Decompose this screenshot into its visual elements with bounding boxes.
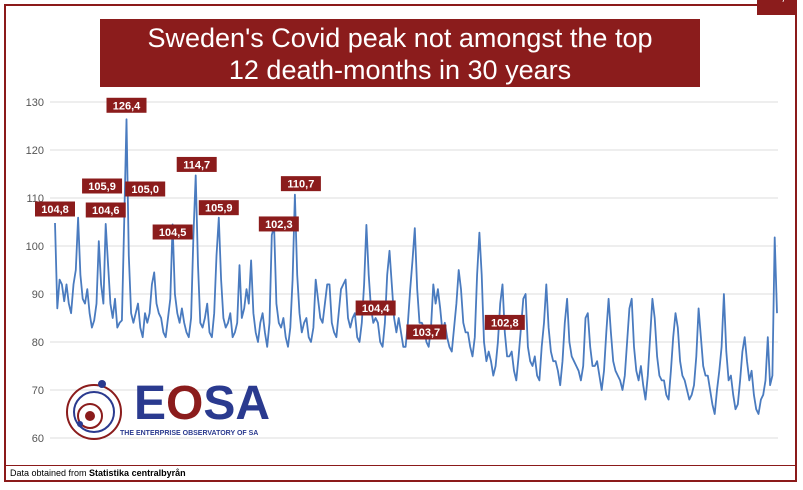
series xyxy=(54,118,778,415)
data-label: 104,8 xyxy=(35,201,75,217)
title-line-1: Sweden's Covid peak not amongst the top xyxy=(147,23,653,53)
data-label-text: 104,4 xyxy=(362,303,390,315)
data-label-box xyxy=(106,97,147,113)
data-label-box xyxy=(484,314,525,330)
data-label-text: 102,3 xyxy=(265,219,293,231)
y-tick-label: 80 xyxy=(32,337,44,349)
data-label: 104,6 xyxy=(85,202,126,218)
data-label-text: 104,5 xyxy=(159,227,187,239)
data-label-box xyxy=(258,216,299,232)
data-label-box xyxy=(176,156,217,172)
source-prefix: Data obtained from xyxy=(10,468,90,478)
eosa-tagline: THE ENTERPRISE OBSERVATORY OF SA xyxy=(120,430,259,437)
data-label: 104,4 xyxy=(355,300,396,316)
data-label-box xyxy=(198,200,239,216)
title-line-2: 12 death-months in 30 years xyxy=(228,55,572,85)
chart-frame xyxy=(4,4,797,482)
data-label-text: 102,8 xyxy=(491,317,519,329)
y-tick-label: 120 xyxy=(26,145,44,157)
data-label-box xyxy=(757,0,797,15)
data-label: 103,7 xyxy=(406,324,447,340)
data-label-box xyxy=(82,178,123,194)
data-label-box xyxy=(85,202,126,218)
data-label-text: 110,7 xyxy=(287,179,314,191)
deaths-series-line xyxy=(54,118,778,415)
data-label-text: 104,8 xyxy=(41,204,69,216)
data-label: 126,4 xyxy=(106,97,147,113)
data-label: 105,9 xyxy=(198,200,239,216)
y-tick-label: 60 xyxy=(32,433,44,445)
eosa-logo: EOSA THE ENTERPRISE OBSERVATORY OF SA xyxy=(62,377,271,442)
eosa-logo-text: EOSA xyxy=(134,377,271,430)
data-label-text: 104,6 xyxy=(92,205,120,217)
data-label-text: 114,7 xyxy=(183,159,210,171)
data-label: 104,5 xyxy=(152,224,193,240)
data-label-box xyxy=(280,176,321,192)
data-label: 101,8 xyxy=(757,0,797,15)
y-tick-label: 130 xyxy=(26,97,44,109)
data-labels: 104,8 105,9 104,6 105,0 126,4 104,5 114,7 105,9… xyxy=(35,0,797,340)
data-label-text: 103,7 xyxy=(413,327,441,339)
y-tick-label: 90 xyxy=(32,289,44,301)
data-label-text: 126,4 xyxy=(113,100,141,112)
data-label-text: 101,8 xyxy=(763,0,791,3)
data-label-box xyxy=(152,224,193,240)
data-label: 102,8 xyxy=(484,314,525,330)
source-name: Statistika centralbyrån xyxy=(89,468,186,478)
data-label: 105,9 xyxy=(82,178,123,194)
data-label: 114,7 xyxy=(176,156,217,172)
data-label: 105,0 xyxy=(125,181,166,197)
eosa-emblem-icon xyxy=(66,380,122,440)
data-label: 110,7 xyxy=(280,176,321,192)
chart-title: Sweden's Covid peak not amongst the top … xyxy=(100,19,700,87)
y-tick-label: 100 xyxy=(26,241,44,253)
data-label: 102,3 xyxy=(258,216,299,232)
data-label-text: 105,9 xyxy=(205,203,233,215)
data-label-box xyxy=(35,201,75,217)
data-label-text: 105,9 xyxy=(88,181,116,193)
data-label-box xyxy=(355,300,396,316)
source-note: Data obtained from Statistika centralbyr… xyxy=(10,468,186,478)
data-label-box xyxy=(125,181,166,197)
footer-divider xyxy=(6,465,795,466)
data-label-text: 105,0 xyxy=(131,184,159,196)
data-label-box xyxy=(406,324,447,340)
y-tick-label: 70 xyxy=(32,385,44,397)
